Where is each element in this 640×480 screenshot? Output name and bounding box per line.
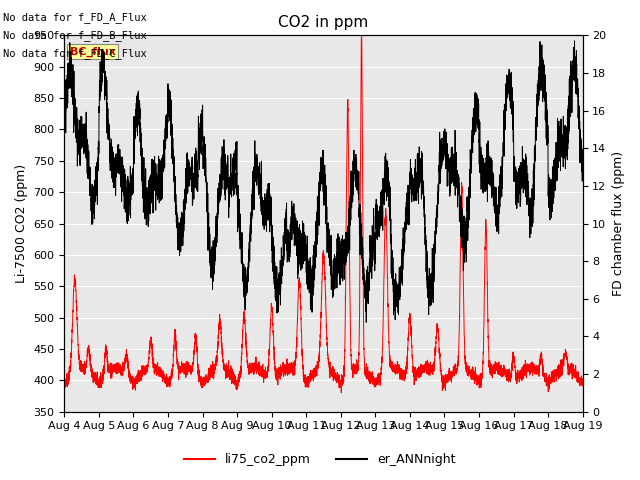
Title: CO2 in ppm: CO2 in ppm [278,15,369,30]
Legend: li75_co2_ppm, er_ANNnight: li75_co2_ppm, er_ANNnight [179,448,461,471]
Y-axis label: Li-7500 CO2 (ppm): Li-7500 CO2 (ppm) [15,164,28,283]
Text: No data for f_FD_B_Flux: No data for f_FD_B_Flux [3,30,147,41]
Text: No data for f_FD_A_Flux: No data for f_FD_A_Flux [3,12,147,23]
Text: BC_flux: BC_flux [70,47,115,57]
Y-axis label: FD chamber flux (ppm): FD chamber flux (ppm) [612,151,625,296]
Text: No data for f_FD_C_Flux: No data for f_FD_C_Flux [3,48,147,60]
